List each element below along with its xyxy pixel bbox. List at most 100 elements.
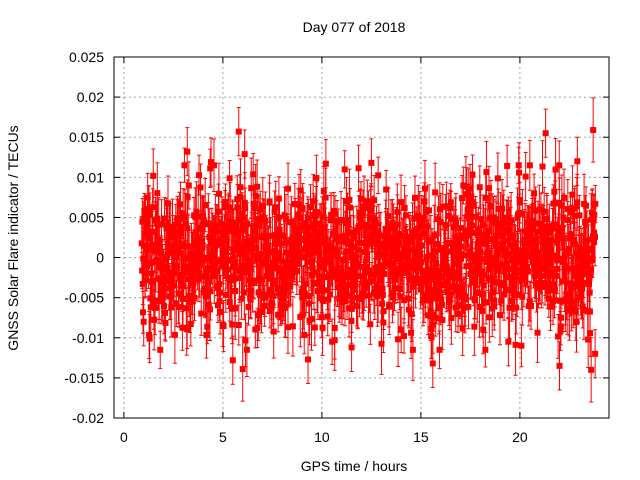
data-marker [316, 264, 323, 271]
data-marker [398, 199, 405, 206]
data-marker [416, 233, 423, 240]
data-marker [439, 316, 446, 323]
data-marker [417, 286, 424, 293]
data-marker [245, 240, 252, 247]
data-point [289, 296, 296, 357]
data-marker [324, 313, 331, 320]
data-marker [413, 225, 420, 232]
data-marker [370, 290, 377, 297]
data-marker [255, 222, 262, 229]
data-marker [388, 261, 395, 268]
data-marker [177, 250, 184, 257]
data-marker [448, 215, 455, 222]
data-point [459, 174, 466, 222]
data-marker [266, 308, 273, 315]
data-marker [149, 277, 156, 284]
data-marker [214, 228, 221, 235]
data-marker [165, 234, 172, 241]
data-marker [194, 265, 201, 272]
data-marker [215, 190, 222, 197]
data-marker [147, 304, 154, 311]
data-marker [400, 250, 407, 257]
data-marker [268, 299, 275, 306]
data-marker [298, 224, 305, 231]
data-marker [171, 270, 178, 277]
data-marker [380, 262, 387, 269]
data-marker [207, 165, 214, 172]
data-marker [328, 261, 335, 268]
data-marker [418, 281, 425, 288]
data-marker [149, 204, 156, 211]
data-marker [346, 229, 353, 236]
data-marker [411, 194, 418, 201]
data-marker [222, 204, 229, 211]
data-marker [391, 285, 398, 292]
data-marker [361, 280, 368, 287]
data-marker [409, 346, 416, 353]
data-marker [353, 228, 360, 235]
data-point [405, 271, 412, 327]
data-marker [299, 312, 306, 319]
data-marker [298, 288, 305, 295]
data-marker [321, 274, 328, 281]
data-marker [203, 331, 210, 338]
data-marker [357, 195, 364, 202]
data-marker [337, 280, 344, 287]
data-marker [205, 301, 212, 308]
data-marker [228, 277, 235, 284]
data-marker [258, 234, 265, 241]
data-marker [365, 292, 372, 299]
data-marker [381, 247, 388, 254]
data-marker [220, 323, 227, 330]
data-point [207, 148, 214, 188]
data-marker [210, 162, 217, 169]
data-marker [446, 283, 453, 290]
data-marker [205, 221, 212, 228]
data-marker [160, 278, 167, 285]
data-marker [211, 273, 218, 280]
data-marker [181, 214, 188, 221]
data-marker [200, 212, 207, 219]
data-marker [395, 336, 402, 343]
data-marker [274, 249, 281, 256]
data-marker [447, 205, 454, 212]
data-marker [198, 273, 205, 280]
data-marker [458, 255, 465, 262]
data-marker [140, 309, 147, 316]
data-marker [264, 264, 271, 271]
data-marker [384, 225, 391, 232]
data-marker [370, 218, 377, 225]
data-marker [168, 275, 175, 282]
data-marker [303, 280, 310, 287]
data-marker [392, 274, 399, 281]
data-marker [270, 328, 277, 335]
data-marker [344, 292, 351, 299]
data-marker [249, 244, 256, 251]
data-marker [243, 269, 250, 276]
data-point [401, 318, 408, 354]
data-marker [242, 205, 249, 212]
data-marker [229, 219, 236, 226]
data-marker [141, 211, 148, 218]
data-marker [398, 326, 405, 333]
data-marker [301, 331, 308, 338]
data-marker [385, 258, 392, 265]
data-marker [272, 204, 279, 211]
data-marker [257, 251, 264, 258]
data-marker [377, 232, 384, 239]
data-marker [421, 229, 428, 236]
data-marker [397, 293, 404, 300]
data-marker [235, 322, 242, 329]
data-marker [355, 165, 362, 172]
data-marker [334, 218, 341, 225]
data-marker [283, 259, 290, 266]
data-marker [144, 246, 151, 253]
data-marker [438, 281, 445, 288]
data-marker [457, 225, 464, 232]
data-marker [359, 290, 366, 297]
data-marker [219, 227, 226, 234]
data-marker [367, 321, 374, 328]
data-marker [179, 283, 186, 290]
data-marker [187, 321, 194, 328]
